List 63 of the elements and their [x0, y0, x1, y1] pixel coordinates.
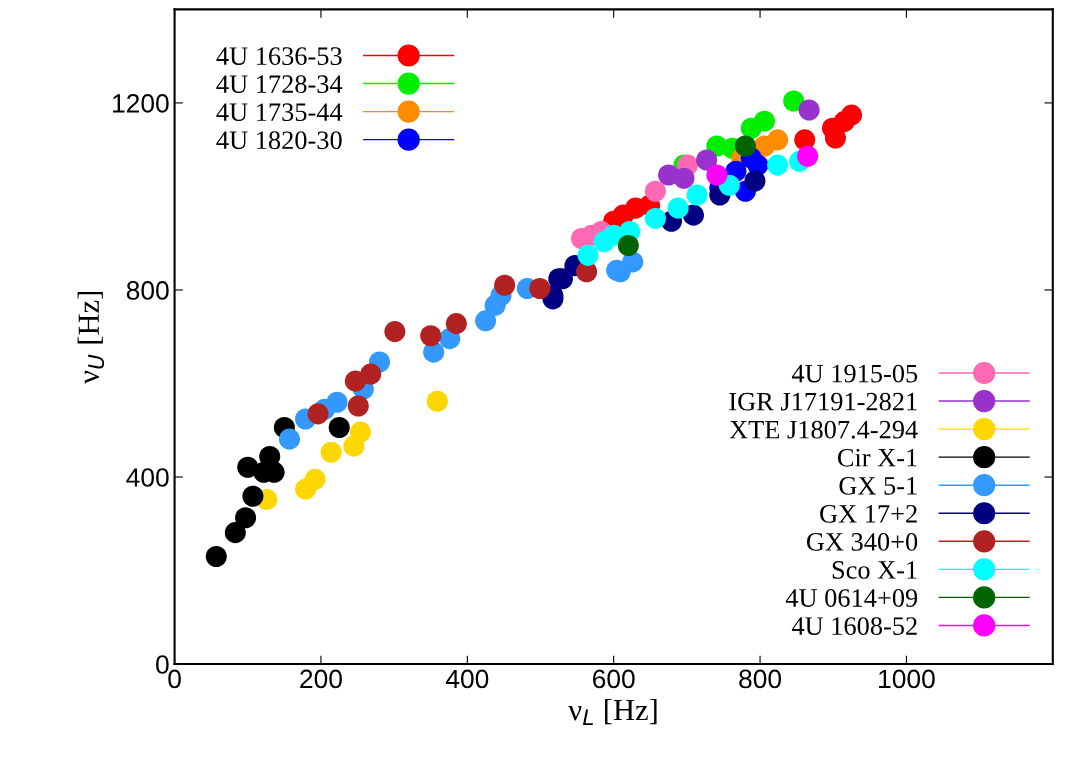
- y-tick-label: 400: [126, 468, 169, 487]
- point: [384, 321, 406, 343]
- point: [205, 545, 227, 568]
- point: [797, 145, 819, 167]
- legend-label: GX 340+0: [806, 532, 918, 551]
- legend-label: GX 17+2: [820, 505, 917, 523]
- point: [617, 235, 639, 257]
- point: [347, 395, 369, 417]
- legend-label: 4U 1608-52: [791, 617, 917, 635]
- point: [753, 110, 775, 132]
- point: [445, 313, 467, 335]
- legend-label: Sco X-1: [832, 561, 917, 579]
- point: [304, 468, 326, 490]
- y-tick-label: 0: [156, 655, 169, 674]
- legend-label: GX 5-1: [839, 476, 917, 495]
- point: [235, 507, 257, 529]
- point: [644, 180, 666, 202]
- point: [349, 421, 371, 443]
- point: [328, 416, 350, 438]
- x-tick-label: 800: [739, 669, 782, 689]
- legend-label: 4U 1915-05: [791, 364, 918, 383]
- point: [686, 184, 708, 206]
- point: [734, 135, 756, 157]
- legend-label: 4U 0614+09: [785, 589, 918, 607]
- legend-label: 4U 1735-44: [216, 103, 343, 122]
- point: [278, 428, 301, 450]
- point: [706, 164, 728, 186]
- x-axis-title: ν$_{L}$ [Hz]: [568, 698, 657, 726]
- x-tick-label: 1000: [879, 669, 935, 689]
- y-tick-label: 800: [126, 281, 169, 300]
- legend-label: 4U 1636-53: [216, 47, 342, 65]
- point: [783, 90, 805, 112]
- point: [475, 310, 497, 332]
- point: [673, 167, 695, 189]
- point: [242, 485, 264, 507]
- point: [767, 129, 789, 151]
- point: [577, 244, 599, 266]
- point: [320, 441, 342, 463]
- x-tick-label: 600: [593, 669, 635, 689]
- x-tick-label: 200: [300, 669, 342, 689]
- legend-label: Cir X-1: [837, 448, 917, 467]
- point: [644, 207, 666, 229]
- legend-label: XTE J1807.4-294: [729, 420, 918, 439]
- point: [833, 111, 855, 133]
- legend-label: IGR J17191-2821: [729, 392, 917, 411]
- point: [326, 391, 348, 413]
- point: [360, 363, 382, 385]
- point: [420, 325, 442, 347]
- y-axis-title: ν$_{U}$ [Hz]: [77, 291, 105, 384]
- point: [426, 390, 448, 412]
- point: [696, 149, 718, 171]
- point: [224, 522, 246, 544]
- point: [529, 278, 551, 300]
- point: [767, 154, 789, 176]
- legend-label: 4U 1728-34: [216, 75, 343, 94]
- point: [667, 197, 689, 219]
- legend-label: 4U 1820-30: [216, 131, 342, 150]
- point: [307, 403, 329, 425]
- x-tick-label: 400: [445, 669, 489, 689]
- point: [494, 274, 516, 296]
- y-tick-label: 1200: [113, 94, 169, 113]
- point: [744, 170, 766, 192]
- point: [798, 99, 820, 121]
